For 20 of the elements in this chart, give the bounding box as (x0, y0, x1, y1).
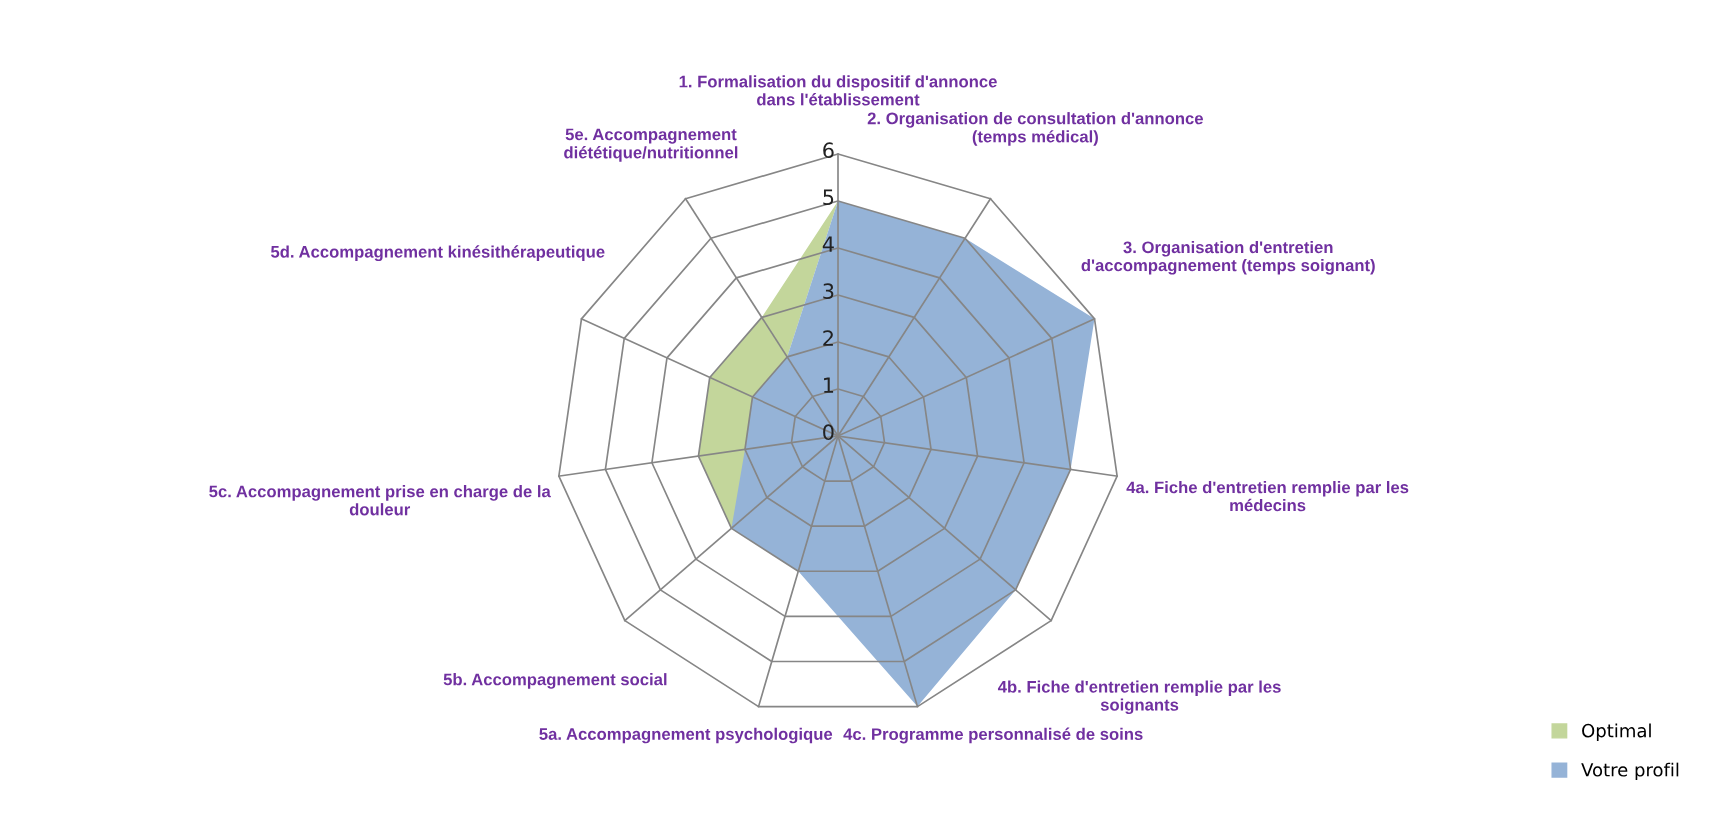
spoke-label: 5c. Accompagnement prise en charge de la douleur (209, 485, 551, 516)
legend-label: Optimal (1582, 723, 1651, 741)
spoke-label: 5d. Accompagnement kinésithérapeutique (270, 245, 605, 262)
spoke-label: 3. Organisation d'entretien d'accompagnement (temps soignant) (1081, 240, 1375, 275)
spoke-label: 4a. Fiche d'entretien remplie par les médecins (1126, 481, 1409, 512)
legend-label: Votre profil (1581, 762, 1679, 781)
spoke-label: 4c. Programme personnalisé de soins (843, 727, 1143, 744)
y-tick-label: 2 (823, 330, 833, 346)
spoke-label: 5e. Accompagnement diététique/nutritionnel (564, 128, 738, 162)
y-tick-label: 6 (823, 142, 834, 159)
y-tick-label: 5 (823, 189, 834, 206)
y-tick-label: 0 (823, 424, 834, 441)
y-tick-label: 3 (823, 283, 834, 300)
spoke-label: 2. Organisation de consultation d'annonce (temps médical) (867, 112, 1203, 146)
y-tick-label: 1 (824, 377, 834, 393)
spoke-label: 5b. Accompagnement social (443, 673, 667, 689)
spoke-label: 1. Formalisation du dispositif d'annonce dans l'établissement (679, 75, 997, 106)
y-tick-label: 4 (822, 236, 834, 252)
spoke-label: 4b. Fiche d'entretien remplie par les soignants (997, 680, 1281, 715)
spoke-label: 5a. Accompagnement psychologique (539, 727, 833, 744)
